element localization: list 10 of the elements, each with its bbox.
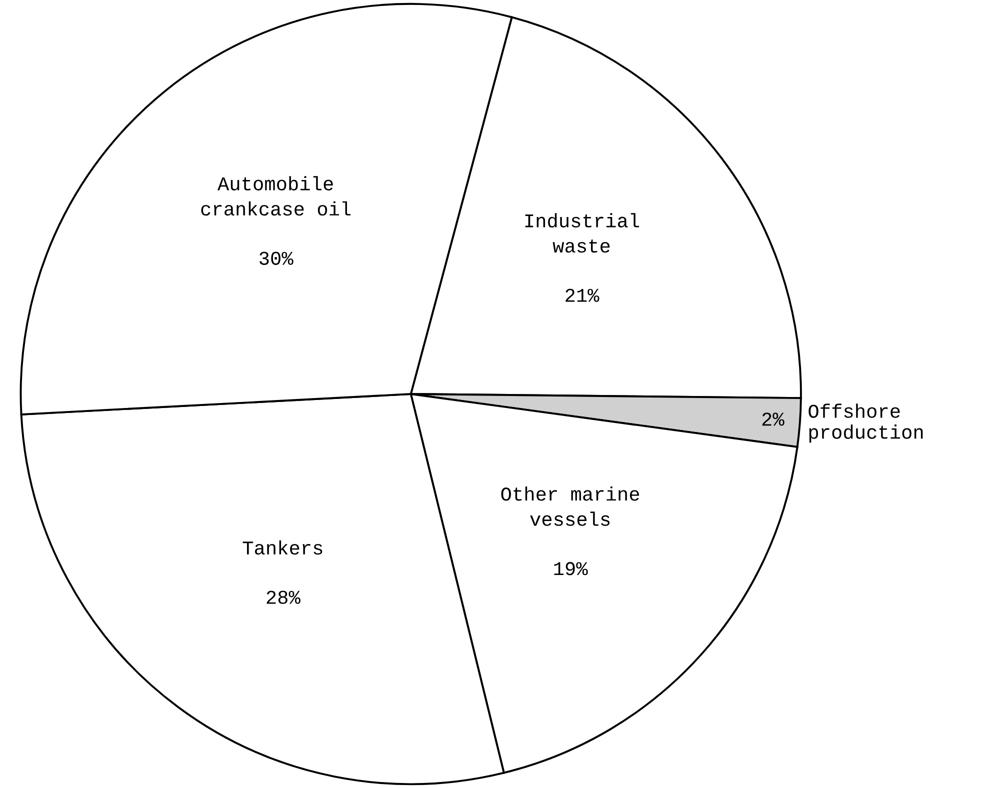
slice-label: Automobile crankcase oil bbox=[201, 176, 351, 216]
slice-label: Industrial waste bbox=[525, 213, 640, 253]
data-label: 19% bbox=[554, 562, 588, 576]
data-label: 21% bbox=[566, 288, 600, 302]
data-label: 2% bbox=[762, 412, 784, 426]
data-label: 30% bbox=[260, 252, 294, 265]
slice-label: Offshore production bbox=[808, 404, 923, 443]
slice-label: Other marine vessels bbox=[501, 486, 640, 526]
slice-label: Tankers bbox=[242, 540, 322, 555]
data-label: 28% bbox=[266, 590, 300, 604]
